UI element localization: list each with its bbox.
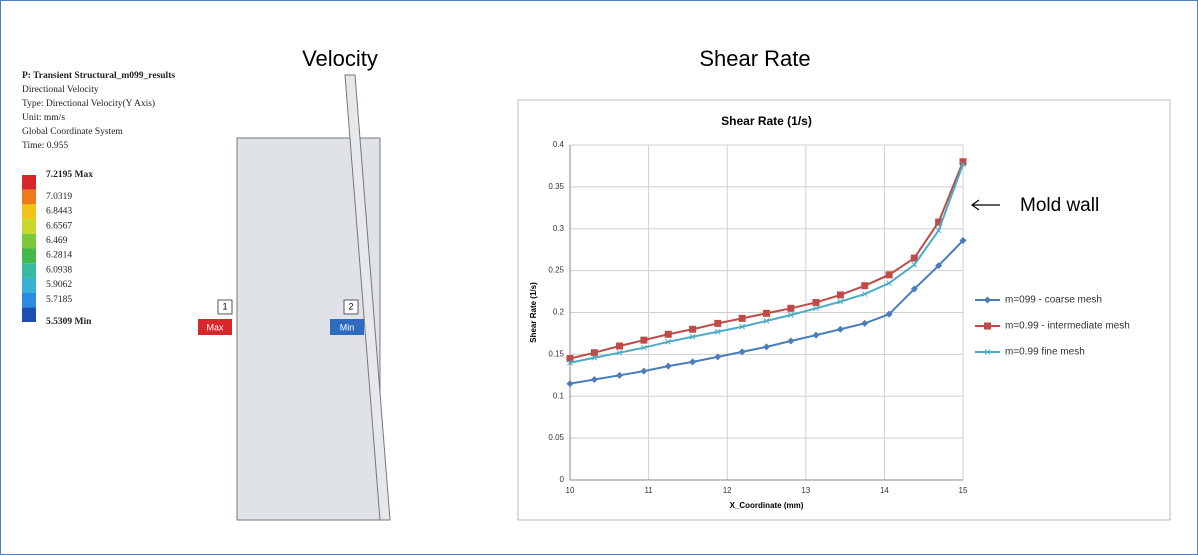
max-tag-text: Max	[206, 322, 224, 332]
y-tick-label: 0.1	[553, 391, 565, 400]
legend-value: 6.8443	[46, 207, 72, 217]
marker	[640, 368, 647, 375]
legend-value: 7.2195 Max	[46, 170, 93, 180]
marker	[984, 297, 991, 304]
marker	[813, 299, 820, 306]
marker	[861, 282, 868, 289]
y-tick-label: 0.35	[548, 182, 564, 191]
min-tag-text: Min	[340, 322, 355, 332]
marker	[984, 323, 991, 330]
probe-number: 2	[348, 301, 353, 311]
y-tick-label: 0.25	[548, 266, 564, 275]
chart-title: Shear Rate (1/s)	[721, 114, 812, 128]
marker	[567, 380, 574, 387]
marker	[665, 363, 672, 370]
marker	[616, 343, 623, 350]
color-swatch	[22, 293, 36, 308]
marker	[689, 326, 696, 333]
marker	[787, 305, 794, 312]
heading: Velocity	[302, 46, 378, 71]
x-tick-label: 10	[566, 486, 575, 495]
result-info: Global Coordinate System	[22, 127, 123, 137]
marker	[591, 349, 598, 356]
x-tick-label: 12	[723, 486, 732, 495]
result-info: Time: 0.955	[22, 141, 68, 151]
legend-label: m=0.99 fine mesh	[1005, 347, 1085, 358]
y-tick-label: 0	[560, 475, 565, 484]
series-line	[570, 162, 963, 359]
color-swatch	[22, 175, 36, 190]
color-swatch	[22, 263, 36, 278]
result-info: Directional Velocity	[22, 85, 99, 95]
marker	[861, 320, 868, 327]
legend-value: 7.0319	[46, 192, 72, 202]
y-tick-label: 0.3	[553, 224, 565, 233]
marker	[689, 358, 696, 365]
legend-value: 5.7185	[46, 295, 72, 305]
probe-number: 1	[222, 301, 227, 311]
marker	[763, 310, 770, 317]
y-tick-label: 0.15	[548, 349, 564, 358]
marker	[837, 326, 844, 333]
result-title: P: Transient Structural_m099_results	[22, 71, 175, 81]
marker	[813, 332, 820, 339]
legend-value: 6.469	[46, 236, 68, 246]
marker	[591, 376, 598, 383]
marker	[837, 291, 844, 298]
chart-box	[518, 100, 1170, 520]
marker	[787, 337, 794, 344]
marker	[640, 337, 647, 344]
x-tick-label: 14	[880, 486, 889, 495]
legend-label: m=0.99 - intermediate mesh	[1005, 321, 1130, 332]
color-swatch	[22, 190, 36, 205]
y-tick-label: 0.05	[548, 433, 564, 442]
marker	[763, 343, 770, 350]
series-line	[570, 164, 963, 362]
marker	[616, 372, 623, 379]
marker	[567, 355, 574, 362]
color-swatch	[22, 219, 36, 234]
marker	[739, 315, 746, 322]
color-swatch	[22, 204, 36, 219]
marker	[714, 320, 721, 327]
legend-value: 6.2814	[46, 251, 72, 261]
marker	[665, 331, 672, 338]
legend-value: 6.6567	[46, 221, 72, 231]
legend-label: m=099 - coarse mesh	[1005, 295, 1102, 306]
color-swatch	[22, 307, 36, 322]
x-tick-label: 15	[959, 486, 968, 495]
result-info: Unit: mm/s	[22, 113, 65, 123]
marker	[886, 271, 893, 278]
x-tick-label: 11	[644, 486, 653, 495]
color-swatch	[22, 278, 36, 293]
annotation: Mold wall	[1020, 195, 1099, 216]
x-axis-label: X_Coordinate (mm)	[730, 501, 804, 510]
heading: Shear Rate	[699, 46, 810, 71]
legend-value: 5.9062	[46, 280, 72, 290]
result-info: Type: Directional Velocity(Y Axis)	[22, 98, 155, 109]
y-axis-label: Shear Rate (1/s)	[529, 282, 538, 343]
y-tick-label: 0.2	[553, 308, 565, 317]
color-swatch	[22, 234, 36, 249]
color-swatch	[22, 249, 36, 264]
marker	[912, 262, 917, 267]
x-tick-label: 13	[801, 486, 810, 495]
legend-value: 6.0938	[46, 265, 72, 275]
slide: Max Min 1 2 P: Transient Structural_m099…	[0, 0, 1198, 555]
legend-value: 5.5309 Min	[46, 317, 92, 327]
y-tick-label: 0.4	[553, 140, 565, 149]
